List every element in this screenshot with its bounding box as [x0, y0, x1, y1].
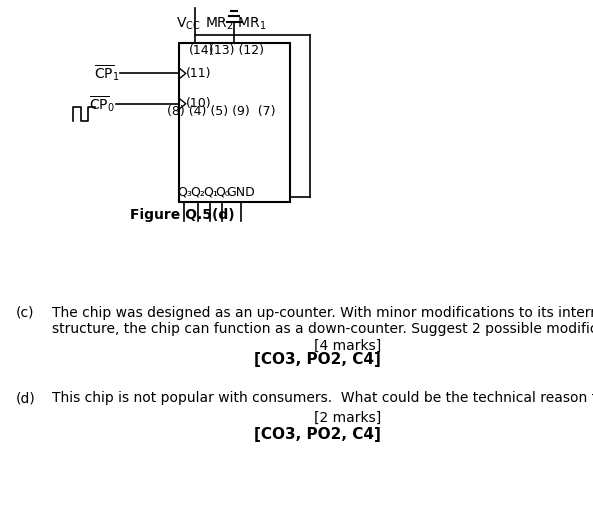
Text: (11): (11): [186, 67, 211, 80]
Text: This chip is not popular with consumers.  What could be the technical reason for: This chip is not popular with consumers.…: [52, 391, 593, 405]
Text: GND: GND: [227, 186, 255, 198]
Bar: [178, 43, 290, 202]
Text: [CO3, PO2, C4]: [CO3, PO2, C4]: [254, 352, 381, 367]
Text: (c): (c): [16, 306, 34, 320]
Text: structure, the chip can function as a down-counter. Suggest 2 possible modificat: structure, the chip can function as a do…: [52, 322, 593, 336]
Text: The chip was designed as an up-counter. With minor modifications to its internal: The chip was designed as an up-counter. …: [52, 306, 593, 320]
Text: [CO3, PO2, C4]: [CO3, PO2, C4]: [254, 427, 381, 442]
Text: Q₂: Q₂: [190, 186, 205, 198]
Text: $\overline{\mathrm{CP}}_{\mathrm{1}}$: $\overline{\mathrm{CP}}_{\mathrm{1}}$: [94, 63, 119, 84]
Text: V$_{\mathregular{CC}}$: V$_{\mathregular{CC}}$: [176, 16, 201, 32]
Text: [4 marks]: [4 marks]: [314, 339, 381, 353]
Text: MR$_{\mathregular{2}}$ MR$_{\mathregular{1}}$: MR$_{\mathregular{2}}$ MR$_{\mathregular…: [205, 16, 267, 32]
Text: $\overline{\mathrm{CP}}_{\mathrm{0}}$: $\overline{\mathrm{CP}}_{\mathrm{0}}$: [90, 94, 115, 114]
Text: (d): (d): [16, 391, 36, 405]
Text: (13) (12): (13) (12): [209, 44, 264, 57]
Text: (8) (4) (5) (9)  (7): (8) (4) (5) (9) (7): [167, 105, 276, 118]
Text: Q₀: Q₀: [215, 186, 229, 198]
Text: Q₁: Q₁: [203, 186, 218, 198]
Text: Figure Q.5(d): Figure Q.5(d): [130, 209, 235, 222]
Text: (10): (10): [186, 97, 212, 110]
Text: Q₃: Q₃: [177, 186, 192, 198]
Text: (14): (14): [189, 44, 214, 57]
Text: [2 marks]: [2 marks]: [314, 411, 381, 425]
